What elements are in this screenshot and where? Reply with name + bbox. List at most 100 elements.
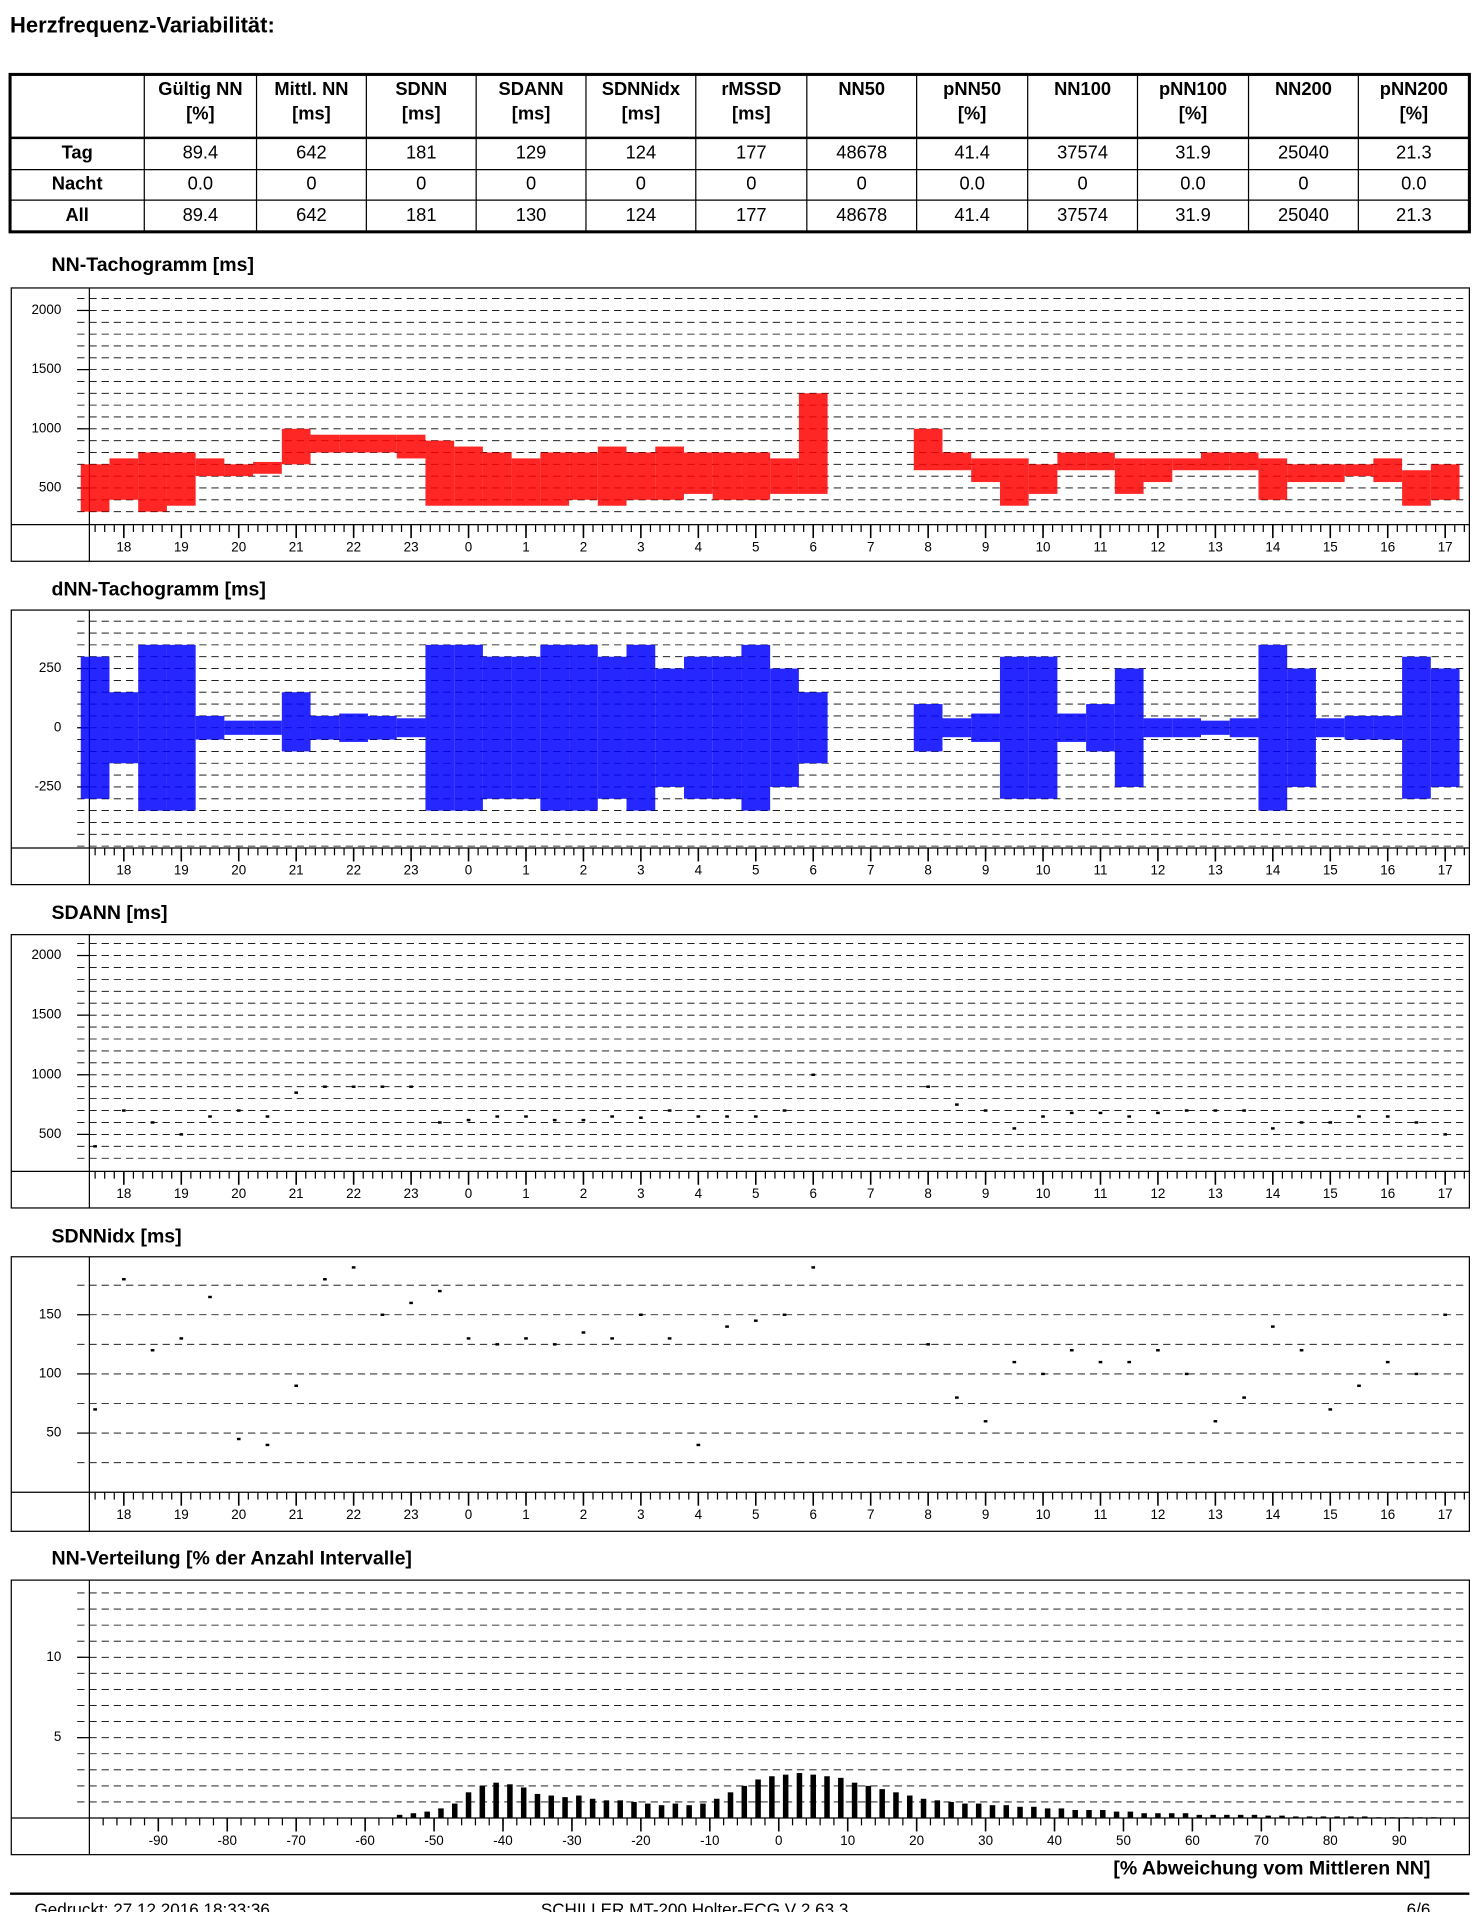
x-tick-label: 2 [580,539,587,554]
x-tick-label: 0 [465,539,472,554]
data-range [1344,464,1374,477]
data-point [351,1266,356,1269]
table-border [8,72,1471,234]
data-range [1057,713,1087,742]
x-tick-label: 12 [1150,1507,1165,1522]
histogram-bar [1403,1817,1409,1819]
x-tick-label: -50 [424,1833,443,1848]
y-tick-label: 2000 [31,302,61,317]
x-tick-label: 23 [404,863,419,878]
table-cell: 181 [406,204,437,225]
table-cell: 0 [746,173,756,194]
data-point [1012,1127,1017,1130]
data-point [610,1337,614,1340]
x-tick-label: -20 [631,1833,650,1848]
chart-frame [10,934,1470,1209]
x-tick-label: 6 [810,539,817,554]
histogram-bar [989,1805,996,1819]
table-cell: 41.4 [954,204,990,225]
x-tick-label: -10 [700,1833,719,1848]
data-range [999,656,1029,799]
data-range [454,644,483,811]
data-range [1201,720,1230,735]
histogram-bar [782,1774,789,1819]
chart-title: NN-Verteilung [% der Anzahl Intervalle] [52,1548,412,1570]
data-point [1242,1396,1246,1399]
data-range [597,446,627,506]
x-tick-label: 18 [116,1186,131,1201]
data-point [552,1118,557,1122]
table-header: Mittl. NN [274,78,348,99]
histogram-bar [879,1789,885,1819]
table-header: SDANN [499,78,564,99]
histogram-bar [934,1800,941,1819]
data-point [552,1343,557,1346]
data-range [1402,470,1431,506]
x-tick-label: 20 [231,1186,246,1201]
x-tick-label: 7 [867,863,874,878]
table-cell: 0.0 [1401,173,1426,194]
data-point [495,1343,500,1346]
x-tick-label: 13 [1208,1186,1223,1201]
data-range [971,713,1000,742]
x-tick-label: 13 [1208,539,1223,554]
data-range [1229,452,1259,471]
data-range [195,458,225,477]
data-point [1012,1360,1017,1364]
x-tick-label: 14 [1265,1186,1280,1201]
data-range [683,656,713,799]
x-tick-label: 3 [637,1507,644,1522]
data-range [741,452,771,500]
data-point [1299,1349,1304,1352]
data-point [725,1325,729,1328]
data-range [511,656,541,799]
histogram-bar [1072,1810,1078,1819]
data-range [569,644,598,811]
data-range [1172,458,1202,471]
data-point [294,1384,299,1387]
histogram-bar [851,1782,858,1819]
table-cell: 124 [626,204,657,225]
histogram-bar [603,1800,610,1819]
data-point [696,1115,701,1118]
table-header: [ms] [732,103,771,124]
histogram-bar [617,1800,623,1819]
data-range [511,458,541,506]
histogram-bar [1182,1813,1189,1819]
data-point [1443,1133,1448,1136]
data-point [983,1420,988,1423]
data-range [1287,668,1316,787]
table-cell: 48678 [836,204,887,225]
x-tick-label: 3 [637,539,644,554]
data-range [971,458,1000,483]
x-tick-label: 15 [1323,1186,1338,1201]
data-range [1430,668,1460,787]
histogram-bar [1430,1817,1437,1819]
histogram-bar [1334,1816,1340,1819]
data-point [208,1115,212,1118]
histogram-bar [838,1777,844,1819]
data-range [1028,464,1058,494]
data-point [581,1118,586,1122]
data-point [1069,1349,1074,1352]
data-range [281,692,311,752]
data-range [1229,718,1259,738]
data-range [1143,458,1173,483]
x-tick-label: 22 [346,539,361,554]
data-point [380,1313,385,1316]
x-tick-label: 16 [1380,863,1395,878]
histogram-bar [520,1787,527,1819]
data-point [926,1343,930,1346]
table-cell: 642 [296,142,327,163]
x-tick-label: 16 [1380,1507,1395,1522]
histogram-bar [1031,1806,1037,1819]
table-cell: 0 [416,173,426,194]
x-tick-label: 22 [346,1507,361,1522]
data-point [1156,1111,1160,1115]
table-cell: 21.3 [1396,142,1432,163]
data-point [409,1301,413,1305]
data-point [753,1115,758,1118]
data-range [1172,718,1202,738]
table-cell: 25040 [1278,204,1329,225]
